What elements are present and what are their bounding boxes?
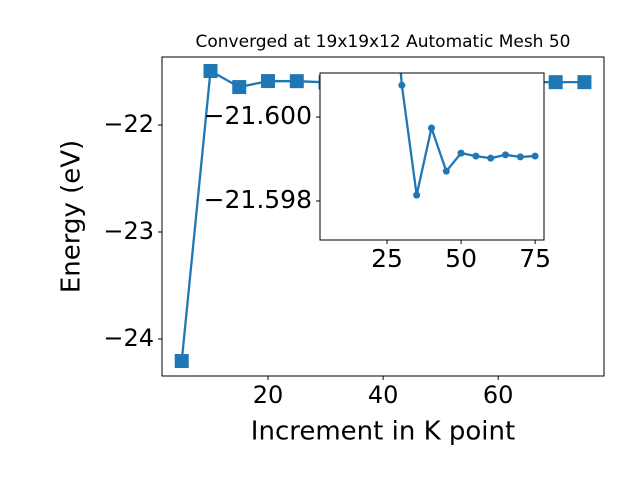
y-tick-label: −22	[103, 110, 154, 138]
x-tick-label: 60	[483, 381, 514, 409]
x-axis-label: Increment in K point	[251, 417, 515, 447]
y-tick-label: −21.598	[204, 185, 312, 214]
x-tick-label: 50	[445, 244, 477, 273]
marker	[289, 74, 304, 89]
x-tick-label: 25	[371, 244, 403, 273]
marker	[502, 151, 510, 159]
marker	[261, 74, 276, 89]
marker	[232, 80, 247, 95]
marker	[203, 64, 218, 79]
y-tick-label: −23	[103, 217, 154, 245]
marker	[398, 81, 406, 89]
marker	[413, 191, 421, 199]
chart-title: Converged at 19x19x12 Automatic Mesh 50	[196, 32, 571, 52]
marker	[457, 149, 465, 157]
axes-frame	[319, 72, 545, 241]
x-tick-label: 75	[519, 244, 551, 273]
plot-data	[398, 73, 539, 199]
marker	[427, 124, 435, 132]
marker	[174, 354, 189, 369]
marker	[487, 154, 495, 162]
marker	[531, 152, 539, 160]
marker	[577, 75, 592, 90]
marker	[548, 75, 563, 90]
y-axis-label: Energy (eV)	[57, 140, 87, 293]
y-tick-label: −21.600	[204, 101, 312, 130]
marker	[442, 167, 450, 175]
x-tick-label: 40	[368, 381, 399, 409]
marker	[516, 153, 524, 161]
x-tick-label: 20	[253, 381, 284, 409]
y-tick-label: −24	[103, 324, 154, 352]
marker	[472, 152, 480, 160]
